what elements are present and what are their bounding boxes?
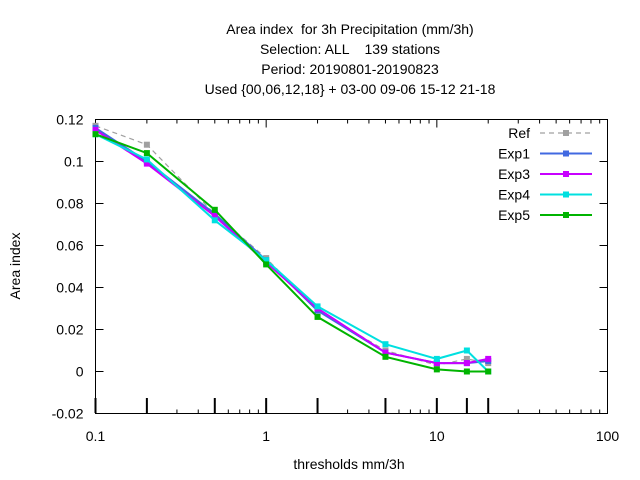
data-point-exp3 <box>382 349 389 356</box>
legend-marker <box>563 130 569 136</box>
data-point-ref <box>463 355 470 362</box>
plot-frame <box>95 119 608 414</box>
x-axis-label: thresholds mm/3h <box>293 456 404 472</box>
data-point-exp4 <box>143 156 150 163</box>
data-point-exp4 <box>263 257 270 264</box>
data-point-exp3 <box>92 127 99 133</box>
data-point-exp5 <box>92 131 99 138</box>
legend-entry-ref: Ref <box>508 125 592 141</box>
y-tick-label: 0.06 <box>56 238 83 254</box>
chart-title-line-4: Used {00,06,12,18} + 03-00 09-06 15-12 2… <box>204 81 496 97</box>
chart-title-line-1: Area index for 3h Precipitation (mm/3h) <box>226 21 474 37</box>
data-point-exp3 <box>211 213 218 220</box>
data-point-exp4 <box>463 347 470 354</box>
data-point-exp5 <box>263 261 270 268</box>
legend-marker <box>563 191 569 198</box>
legend-marker <box>563 171 569 177</box>
chart-title-line-2: Selection: ALL 139 stations <box>259 41 441 57</box>
series-exp1 <box>92 124 492 367</box>
data-point-ref <box>143 141 150 148</box>
data-point-exp5 <box>433 366 440 373</box>
data-point-exp5 <box>463 368 470 375</box>
legend-marker <box>563 212 569 218</box>
y-axis-label: Area index <box>7 233 23 300</box>
data-point-exp4 <box>211 217 218 224</box>
y-tick-label: 0 <box>76 364 84 380</box>
data-point-exp5 <box>382 353 389 360</box>
series-exp3 <box>92 127 492 367</box>
series-exp5 <box>92 131 492 375</box>
data-point-exp5 <box>314 313 321 320</box>
x-tick-label: 10 <box>429 428 445 444</box>
legend-label: Exp4 <box>498 187 530 203</box>
y-tick-label: -0.02 <box>52 406 84 422</box>
x-tick-label: 1 <box>262 428 270 444</box>
legend-label: Exp1 <box>498 146 530 162</box>
data-point-exp4 <box>314 303 321 310</box>
y-tick-label: 0.04 <box>56 280 83 296</box>
legend-entry-exp3: Exp3 <box>498 166 592 182</box>
data-point-exp5 <box>485 368 492 375</box>
series-line-ref <box>95 125 489 366</box>
legend-entry-exp1: Exp1 <box>498 146 592 162</box>
x-tick-label: 0.1 <box>86 428 106 444</box>
y-tick-label: 0.1 <box>64 154 84 170</box>
legend-marker <box>563 150 569 157</box>
y-tick-label: 0.12 <box>56 112 83 128</box>
legend-label: Ref <box>508 125 530 141</box>
data-point-exp4 <box>382 341 389 348</box>
data-point-exp3 <box>485 355 492 362</box>
chart-title-line-3: Period: 20190801-20190823 <box>261 61 439 77</box>
data-point-exp3 <box>143 160 150 167</box>
x-tick-label: 100 <box>596 428 620 444</box>
data-point-exp5 <box>211 206 218 213</box>
data-point-exp3 <box>463 360 470 367</box>
data-point-exp3 <box>433 360 440 367</box>
y-tick-label: 0.02 <box>56 322 83 338</box>
data-point-exp4 <box>433 355 440 362</box>
legend-label: Exp3 <box>498 166 530 182</box>
legend-entry-exp4: Exp4 <box>498 187 592 203</box>
data-point-exp5 <box>143 150 150 157</box>
y-tick-label: 0.08 <box>56 196 83 212</box>
legend-entry-exp5: Exp5 <box>498 207 592 223</box>
series-line-exp1 <box>94 127 489 365</box>
series-ref <box>92 122 492 369</box>
legend-label: Exp5 <box>498 207 530 223</box>
